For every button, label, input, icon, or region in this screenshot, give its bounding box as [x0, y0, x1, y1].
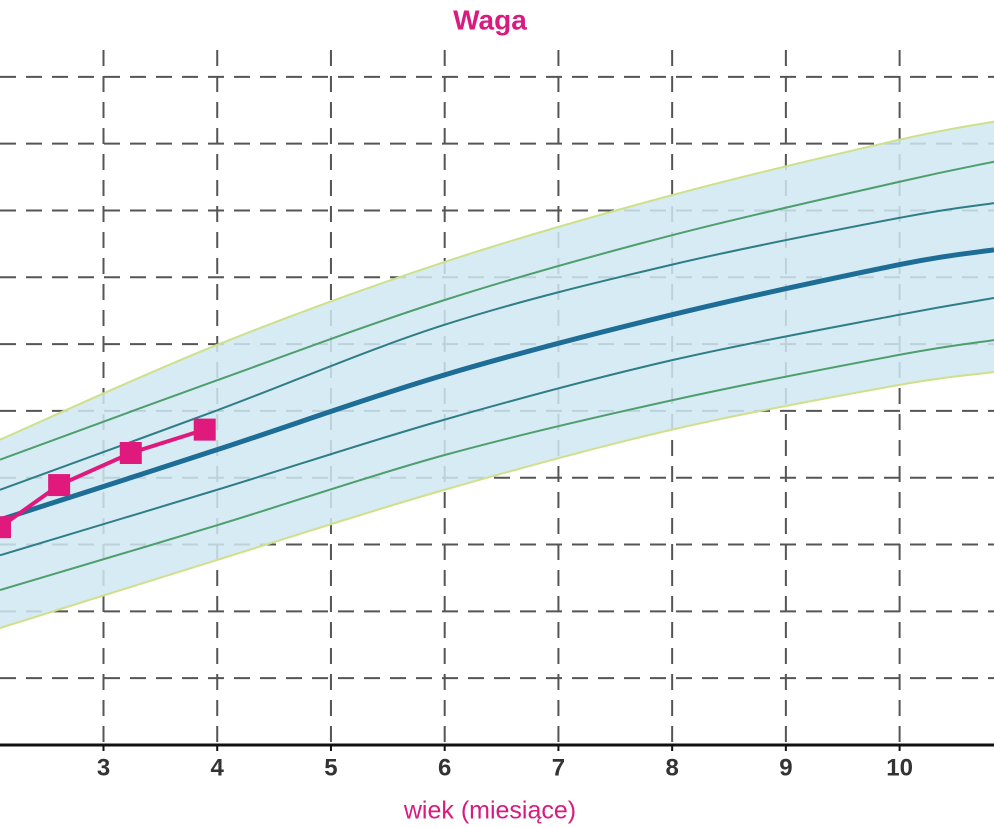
- x-tick-label: 8: [665, 754, 678, 781]
- x-tick-label: 10: [886, 754, 913, 781]
- measurement-point: [193, 418, 216, 441]
- measurement-point: [119, 442, 142, 465]
- percentile-curve: [0, 297, 994, 557]
- curves: [0, 120, 994, 630]
- x-axis-label: wiek (miesiące): [403, 797, 576, 825]
- axes: 34567891011: [0, 743, 994, 781]
- measurement-line: [0, 427, 206, 529]
- percentile-band: [0, 121, 994, 629]
- measurement-point: [48, 474, 71, 497]
- percentile-curve: [0, 247, 994, 523]
- x-tick-label: 6: [438, 754, 451, 781]
- chart-title: Waga: [453, 4, 527, 35]
- x-tick-label: 5: [324, 754, 337, 781]
- measurements: [0, 418, 216, 539]
- percentile-curve: [0, 339, 994, 591]
- x-tick-label: 9: [779, 754, 792, 781]
- x-tick-label: 4: [211, 754, 225, 781]
- x-tick-label: 7: [552, 754, 565, 781]
- x-tick-label: 3: [97, 754, 110, 781]
- percentile-curve: [0, 120, 994, 441]
- band-layer: [0, 121, 994, 629]
- measurement-point: [0, 516, 11, 539]
- percentile-curve: [0, 202, 994, 491]
- percentile-curve: [0, 371, 994, 630]
- percentile-curve: [0, 160, 994, 461]
